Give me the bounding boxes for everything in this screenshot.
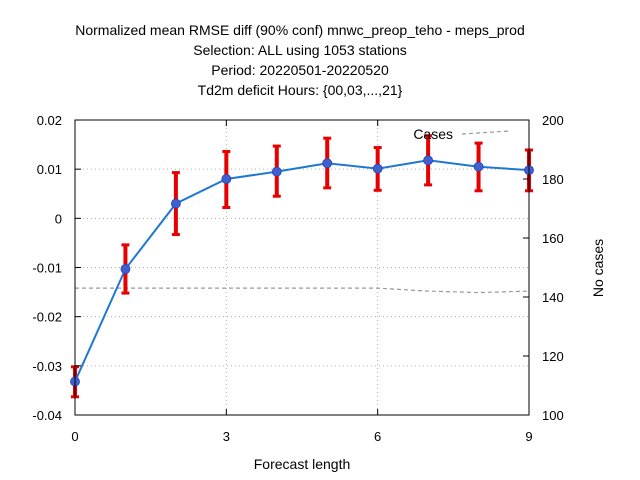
legend: Cases: [413, 126, 511, 142]
x-tick-label: 6: [374, 429, 381, 444]
data-point: [221, 174, 232, 184]
rmse-diff-line: [74, 159, 530, 382]
chart-title-line: Selection: ALL using 1053 stations: [193, 42, 407, 58]
y2-tick-label: 140: [542, 290, 564, 305]
y2-tick-label: 180: [542, 172, 564, 187]
axis-ticks: 0.02 0.01 0 -0.01 -0.02 -0.03 -0.04 0 3 6 9 200 180 1…: [32, 113, 563, 444]
rmse-diff-series: [70, 155, 534, 387]
data-point: [473, 161, 484, 172]
y2-tick-label: 200: [542, 113, 564, 128]
data-point: [423, 155, 434, 166]
legend-label-cases: Cases: [413, 126, 453, 142]
y2-tick-label: 160: [542, 231, 564, 246]
y-tick-label: 0: [55, 211, 62, 226]
data-point: [170, 198, 181, 209]
y-tick-label: -0.04: [32, 408, 62, 423]
y-tick-label: 0.01: [37, 162, 62, 177]
x-tick-label: 3: [223, 429, 230, 444]
y-tick-label: -0.01: [32, 261, 62, 276]
y2-axis-label: No cases: [590, 239, 606, 297]
y2-tick-label: 100: [542, 408, 564, 423]
y-tick-label: -0.02: [32, 310, 62, 325]
chart-title-line: Normalized mean RMSE diff (90% conf) mnw…: [75, 22, 525, 38]
data-point: [271, 166, 282, 177]
chart-title-line: Period: 20220501-20220520: [211, 62, 389, 78]
data-point: [322, 158, 333, 169]
x-tick-label: 9: [525, 429, 532, 444]
data-point: [120, 264, 131, 274]
cases-series: [75, 287, 530, 294]
error-bars: [71, 134, 533, 399]
chart-title: Normalized mean RMSE diff (90% conf) mnw…: [75, 22, 525, 98]
x-axis-label: Forecast length: [254, 456, 351, 472]
y-tick-label: -0.03: [32, 359, 62, 374]
y2-tick-label: 120: [542, 349, 564, 364]
legend-line-cases: [461, 130, 511, 135]
x-tick-label: 0: [71, 429, 78, 444]
cases-line: [75, 287, 530, 294]
chart-title-line: Td2m deficit Hours: {00,03,...,21}: [198, 82, 403, 98]
data-point: [372, 163, 383, 174]
y-tick-label: 0.02: [37, 113, 62, 128]
